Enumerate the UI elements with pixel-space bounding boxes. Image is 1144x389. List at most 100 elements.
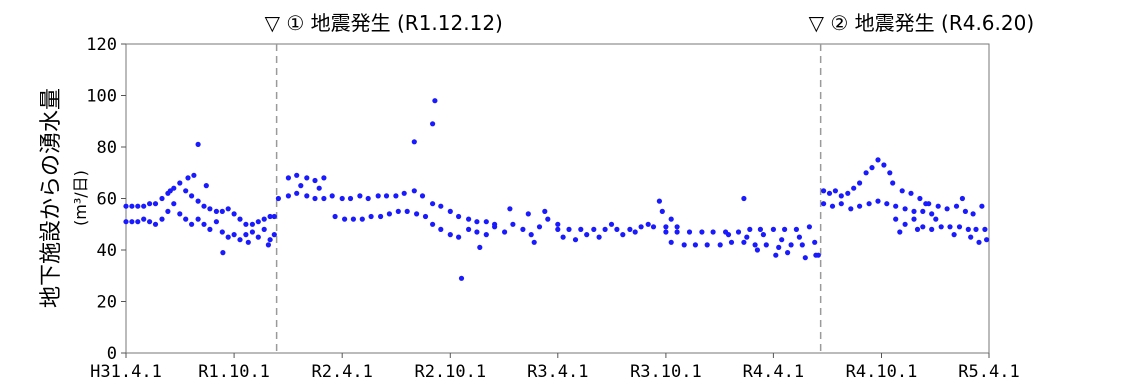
data-point	[973, 226, 979, 232]
data-point	[275, 195, 281, 202]
data-point	[285, 193, 291, 199]
data-point	[520, 226, 526, 232]
data-point	[591, 226, 597, 232]
data-point	[225, 206, 231, 212]
data-point	[312, 195, 318, 202]
data-point	[378, 213, 384, 220]
data-point	[294, 190, 300, 196]
data-point	[285, 175, 291, 181]
y-tick-label: 100	[86, 87, 117, 107]
data-point	[602, 226, 608, 232]
data-point	[744, 234, 750, 240]
data-point	[911, 208, 917, 214]
data-point	[829, 203, 836, 209]
data-point	[294, 172, 300, 178]
data-point	[681, 242, 687, 248]
data-point	[929, 226, 935, 232]
data-point	[815, 252, 821, 258]
data-point	[968, 234, 974, 240]
data-point	[572, 237, 579, 243]
data-point	[474, 219, 480, 225]
data-point	[902, 221, 908, 227]
earthquake-label: ▽ ② 地震発生 (R4.6.20)	[809, 11, 1035, 35]
data-point	[201, 203, 207, 209]
data-point	[982, 226, 988, 232]
data-point	[627, 226, 633, 232]
data-point	[668, 216, 674, 222]
data-point	[189, 221, 195, 227]
data-point	[183, 216, 189, 222]
y-tick-label: 20	[97, 293, 117, 313]
data-point	[782, 226, 788, 232]
y-tick-label: 120	[86, 35, 117, 55]
data-point	[123, 219, 129, 225]
data-point	[686, 229, 693, 235]
data-point	[430, 221, 436, 227]
y-tick-label: 40	[97, 241, 117, 261]
data-point	[225, 234, 231, 240]
data-point	[704, 242, 710, 248]
data-point	[329, 193, 335, 199]
x-tick-label: R1.10.1	[198, 362, 270, 382]
data-point	[466, 226, 472, 232]
x-tick-label: R2.4.1	[311, 362, 372, 382]
data-point	[359, 216, 365, 222]
data-point	[699, 229, 705, 235]
data-point	[796, 234, 803, 240]
data-point	[207, 226, 213, 232]
data-point	[321, 195, 327, 202]
data-point	[267, 237, 273, 243]
data-point	[826, 190, 833, 196]
data-point	[710, 229, 716, 235]
data-point	[466, 216, 472, 222]
data-point	[911, 216, 917, 222]
data-point	[584, 232, 590, 238]
data-point	[177, 180, 183, 186]
data-point	[692, 242, 699, 248]
data-point	[135, 203, 141, 209]
data-point	[243, 232, 249, 238]
data-point	[899, 188, 905, 194]
data-point	[312, 177, 318, 184]
data-point	[492, 224, 498, 230]
data-point	[812, 239, 818, 245]
data-point	[249, 221, 255, 227]
data-point	[219, 229, 225, 235]
data-point	[857, 203, 863, 209]
data-point	[271, 232, 277, 238]
data-point	[920, 224, 926, 230]
data-point	[447, 232, 453, 238]
data-point	[438, 226, 444, 232]
data-point	[304, 193, 310, 199]
data-point	[458, 275, 465, 281]
data-point	[213, 219, 219, 225]
data-point	[207, 206, 213, 212]
data-point	[938, 224, 944, 230]
data-point	[528, 232, 534, 238]
data-point	[191, 172, 197, 178]
data-point	[147, 219, 153, 225]
data-point	[851, 185, 857, 191]
data-point	[474, 229, 480, 235]
data-point	[752, 242, 758, 248]
data-point	[560, 234, 566, 240]
data-point	[507, 206, 513, 212]
data-point	[741, 195, 747, 202]
data-point	[419, 193, 426, 199]
data-point	[350, 216, 356, 222]
data-point	[947, 224, 953, 230]
data-point	[821, 201, 827, 207]
data-point	[970, 211, 976, 217]
data-point	[545, 216, 551, 222]
data-point	[920, 208, 926, 214]
x-tick-label: R3.4.1	[527, 362, 588, 382]
y-axis-label: 地下施設からの湧水量	[39, 88, 64, 308]
data-point	[638, 224, 644, 230]
data-point	[773, 252, 779, 258]
data-point	[944, 206, 950, 212]
data-point	[929, 211, 935, 217]
data-point	[757, 226, 764, 232]
data-point	[152, 201, 159, 207]
x-tick-label: R5.4.1	[958, 362, 1019, 382]
data-point	[976, 239, 982, 245]
